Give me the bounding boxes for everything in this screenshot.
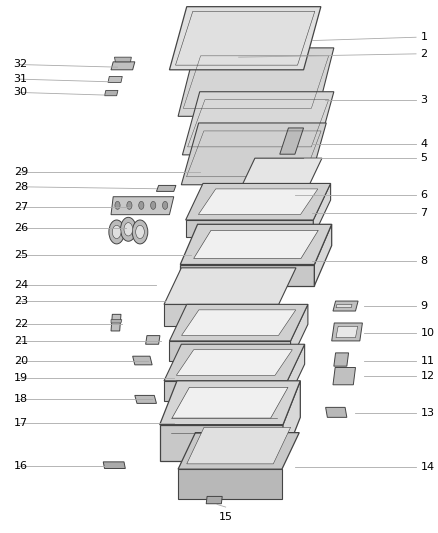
- Circle shape: [162, 201, 168, 209]
- Circle shape: [151, 201, 156, 209]
- Text: 19: 19: [14, 373, 28, 383]
- Text: 13: 13: [420, 408, 434, 418]
- Text: 16: 16: [14, 461, 28, 471]
- Text: 5: 5: [420, 153, 427, 163]
- Polygon shape: [156, 185, 176, 191]
- Text: 2: 2: [420, 49, 427, 59]
- Text: 23: 23: [14, 296, 28, 306]
- Text: 15: 15: [219, 512, 233, 522]
- Text: 24: 24: [14, 280, 28, 290]
- Polygon shape: [182, 92, 334, 155]
- Circle shape: [124, 223, 133, 236]
- Polygon shape: [164, 268, 296, 304]
- Polygon shape: [164, 344, 305, 381]
- Text: 18: 18: [14, 394, 28, 405]
- Polygon shape: [336, 326, 358, 337]
- Polygon shape: [333, 368, 356, 385]
- Text: 7: 7: [420, 208, 427, 219]
- Text: 22: 22: [14, 319, 28, 329]
- Text: 27: 27: [14, 201, 28, 212]
- Polygon shape: [135, 395, 156, 403]
- Text: 32: 32: [14, 60, 28, 69]
- Polygon shape: [313, 183, 331, 237]
- Polygon shape: [181, 123, 326, 185]
- Polygon shape: [146, 336, 160, 344]
- Polygon shape: [198, 189, 318, 214]
- Text: 4: 4: [420, 139, 427, 149]
- Text: 1: 1: [420, 32, 427, 42]
- Text: 31: 31: [14, 74, 28, 84]
- Polygon shape: [108, 76, 122, 83]
- Polygon shape: [181, 310, 296, 335]
- Polygon shape: [111, 62, 135, 70]
- Polygon shape: [111, 314, 121, 331]
- Polygon shape: [133, 356, 152, 365]
- Polygon shape: [194, 230, 318, 259]
- Circle shape: [115, 201, 120, 209]
- Polygon shape: [314, 224, 332, 286]
- Circle shape: [127, 201, 132, 209]
- Polygon shape: [178, 433, 299, 469]
- Circle shape: [139, 201, 144, 209]
- Polygon shape: [160, 425, 283, 461]
- Polygon shape: [111, 320, 122, 323]
- Polygon shape: [180, 224, 332, 264]
- Polygon shape: [325, 407, 347, 417]
- Text: 29: 29: [14, 167, 28, 177]
- Polygon shape: [187, 427, 290, 464]
- Text: 26: 26: [14, 223, 28, 233]
- Text: 14: 14: [420, 462, 434, 472]
- Text: 17: 17: [14, 418, 28, 427]
- Polygon shape: [164, 381, 287, 401]
- Polygon shape: [170, 304, 308, 341]
- Text: 30: 30: [14, 87, 28, 98]
- Circle shape: [136, 225, 145, 239]
- Text: 10: 10: [420, 328, 434, 338]
- Polygon shape: [334, 353, 349, 366]
- Polygon shape: [164, 304, 279, 326]
- Polygon shape: [160, 381, 300, 425]
- Circle shape: [109, 220, 124, 244]
- Polygon shape: [206, 496, 222, 504]
- Polygon shape: [170, 341, 290, 361]
- Text: 20: 20: [14, 356, 28, 366]
- Polygon shape: [111, 197, 174, 215]
- Polygon shape: [172, 387, 288, 418]
- Text: 6: 6: [420, 190, 427, 200]
- Text: 3: 3: [420, 95, 427, 106]
- Polygon shape: [237, 158, 322, 195]
- Circle shape: [120, 217, 136, 241]
- Polygon shape: [290, 304, 308, 361]
- Polygon shape: [103, 462, 125, 469]
- Polygon shape: [178, 469, 282, 499]
- Polygon shape: [105, 91, 118, 96]
- Polygon shape: [170, 7, 321, 70]
- Text: 11: 11: [420, 356, 434, 366]
- Text: 28: 28: [14, 182, 28, 192]
- Polygon shape: [186, 183, 331, 220]
- Polygon shape: [287, 344, 305, 401]
- Polygon shape: [283, 381, 300, 461]
- Polygon shape: [177, 350, 292, 375]
- Text: 9: 9: [420, 301, 427, 311]
- Polygon shape: [186, 220, 313, 237]
- Polygon shape: [114, 57, 131, 62]
- Polygon shape: [332, 323, 362, 341]
- Polygon shape: [336, 304, 352, 308]
- Polygon shape: [178, 48, 334, 116]
- Text: 21: 21: [14, 336, 28, 346]
- Polygon shape: [333, 301, 358, 311]
- Circle shape: [132, 220, 148, 244]
- Polygon shape: [280, 128, 304, 154]
- Circle shape: [112, 225, 121, 239]
- Text: 12: 12: [420, 371, 434, 381]
- Text: 8: 8: [420, 256, 427, 266]
- Text: 25: 25: [14, 249, 28, 260]
- Polygon shape: [180, 264, 314, 286]
